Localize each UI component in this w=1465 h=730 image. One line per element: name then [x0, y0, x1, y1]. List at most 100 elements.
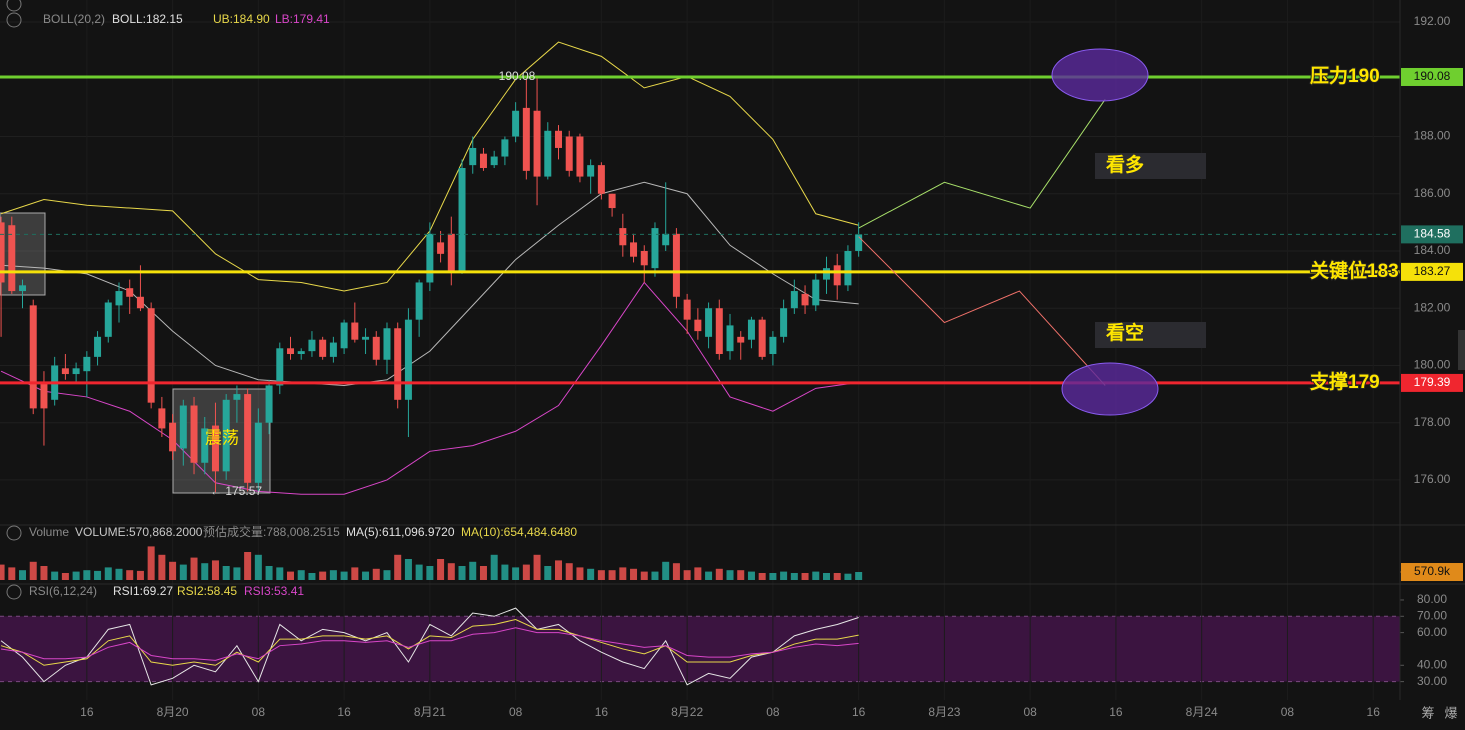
projection-line [858, 236, 1106, 386]
y-tick-label: 186.00 [1414, 186, 1451, 200]
view-label: 看空 [1105, 321, 1144, 344]
candle-body [362, 336, 370, 340]
level-label: 关键位183 [1310, 259, 1399, 282]
indicator-value: RSI1:69.27 [113, 584, 173, 598]
plot: 192.00 188.00 186.00 184.00 182.00 180.00 178.… [0, 14, 1463, 719]
volume-bar [651, 571, 659, 580]
collapse-icon[interactable] [6, 12, 22, 28]
volume-bar [780, 571, 788, 580]
volume-bar [297, 570, 305, 580]
candle-body [211, 425, 219, 472]
candle-body [297, 351, 305, 355]
volume-bar [512, 567, 520, 580]
range-box [172, 388, 271, 494]
collapse-icon[interactable] [6, 525, 22, 541]
volume-bar [233, 567, 241, 580]
x-tick-label: 16 [1367, 705, 1381, 719]
toolbar-button[interactable]: 筹 [1421, 705, 1434, 720]
volume-bar [115, 568, 123, 580]
indicator-value: MA(5):611,096.9720 [346, 525, 455, 539]
volume-bar [426, 566, 434, 580]
candle-body [662, 233, 670, 246]
candle-body [8, 225, 16, 292]
side-handle[interactable] [1458, 330, 1465, 370]
x-tick-label: 16 [337, 705, 351, 719]
volume-bar [254, 554, 262, 580]
indicator-value: MA(10):654,484.6480 [461, 525, 577, 539]
candle-body [565, 136, 573, 171]
candle-body [329, 342, 337, 357]
candle-body [437, 242, 445, 254]
collapse-icon[interactable] [6, 584, 22, 600]
level-label: 支撑179 [1309, 370, 1380, 393]
volume-bar [0, 564, 5, 580]
candle-body [597, 165, 605, 194]
volume-bar [715, 568, 723, 580]
candle-body [254, 422, 262, 483]
candle-body [158, 408, 166, 429]
indicator-value: UB:184.90 [213, 12, 270, 26]
indicator-value: VOLUME:570,868.2000 [75, 525, 203, 539]
candle-body [340, 322, 348, 349]
candle-body [758, 319, 766, 357]
candle-body [790, 291, 798, 309]
candle-body [72, 368, 80, 375]
price-tag [1401, 373, 1463, 392]
x-tick-label: 8月21 [414, 705, 446, 719]
candle-body [147, 308, 155, 403]
volume-bar [329, 570, 337, 580]
rsi-band [0, 616, 1400, 682]
volume-bar [404, 559, 412, 580]
volume-bar [244, 552, 252, 580]
rsi-line [0, 619, 859, 666]
volume-bar [19, 570, 27, 580]
bollinger-line [1, 181, 859, 386]
candle-body [833, 265, 841, 286]
candle-body [490, 156, 498, 166]
y-tick-label: 184.00 [1414, 243, 1451, 257]
volume-bar [479, 566, 487, 580]
indicator-value: BOLL:182.15 [112, 12, 183, 26]
indicator-value: RSI3:53.41 [244, 584, 304, 598]
candle-body [726, 325, 734, 352]
price-tag-label: 179.39 [1414, 375, 1451, 389]
candle-body [512, 110, 520, 137]
y-tick-label: 192.00 [1414, 14, 1451, 28]
target-ellipse [1061, 362, 1159, 416]
volume-bar [83, 570, 91, 580]
volume-bar [158, 554, 166, 580]
volume-bar [147, 546, 155, 580]
candle-body [394, 328, 402, 400]
x-tick-label: 08 [766, 705, 780, 719]
y-tick-label: 182.00 [1414, 300, 1451, 314]
candle-body [201, 428, 209, 463]
candle-body [544, 130, 552, 177]
candle-body [587, 165, 595, 177]
candle-body [179, 405, 187, 449]
volume-bar [211, 560, 219, 580]
candle-body [222, 399, 230, 472]
volume-bar [587, 568, 595, 580]
candle-body [769, 336, 777, 355]
y-tick-label: 570.9k [1414, 564, 1451, 578]
candle-body [855, 234, 863, 251]
volume-bar [662, 561, 670, 580]
x-tick-label: 08 [1023, 705, 1037, 719]
candle-body [651, 228, 659, 269]
candle-body [308, 339, 316, 352]
candle-body [94, 336, 102, 357]
candle-body [265, 385, 273, 423]
toolbar-button[interactable]: 爆 [1444, 705, 1457, 720]
price-tag-label: 190.08 [1414, 69, 1451, 83]
collapse-icon[interactable] [6, 0, 22, 12]
indicator-name: RSI(6,12,24) [29, 584, 97, 598]
volume-bar [179, 564, 187, 580]
volume-bar [726, 570, 734, 580]
volume-bar [72, 571, 80, 580]
candle-body [501, 139, 509, 157]
x-tick-label: 08 [509, 705, 523, 719]
x-tick-label: 08 [252, 705, 266, 719]
candle-body [672, 233, 680, 297]
volume-bar [61, 573, 69, 580]
candle-body [372, 336, 380, 360]
